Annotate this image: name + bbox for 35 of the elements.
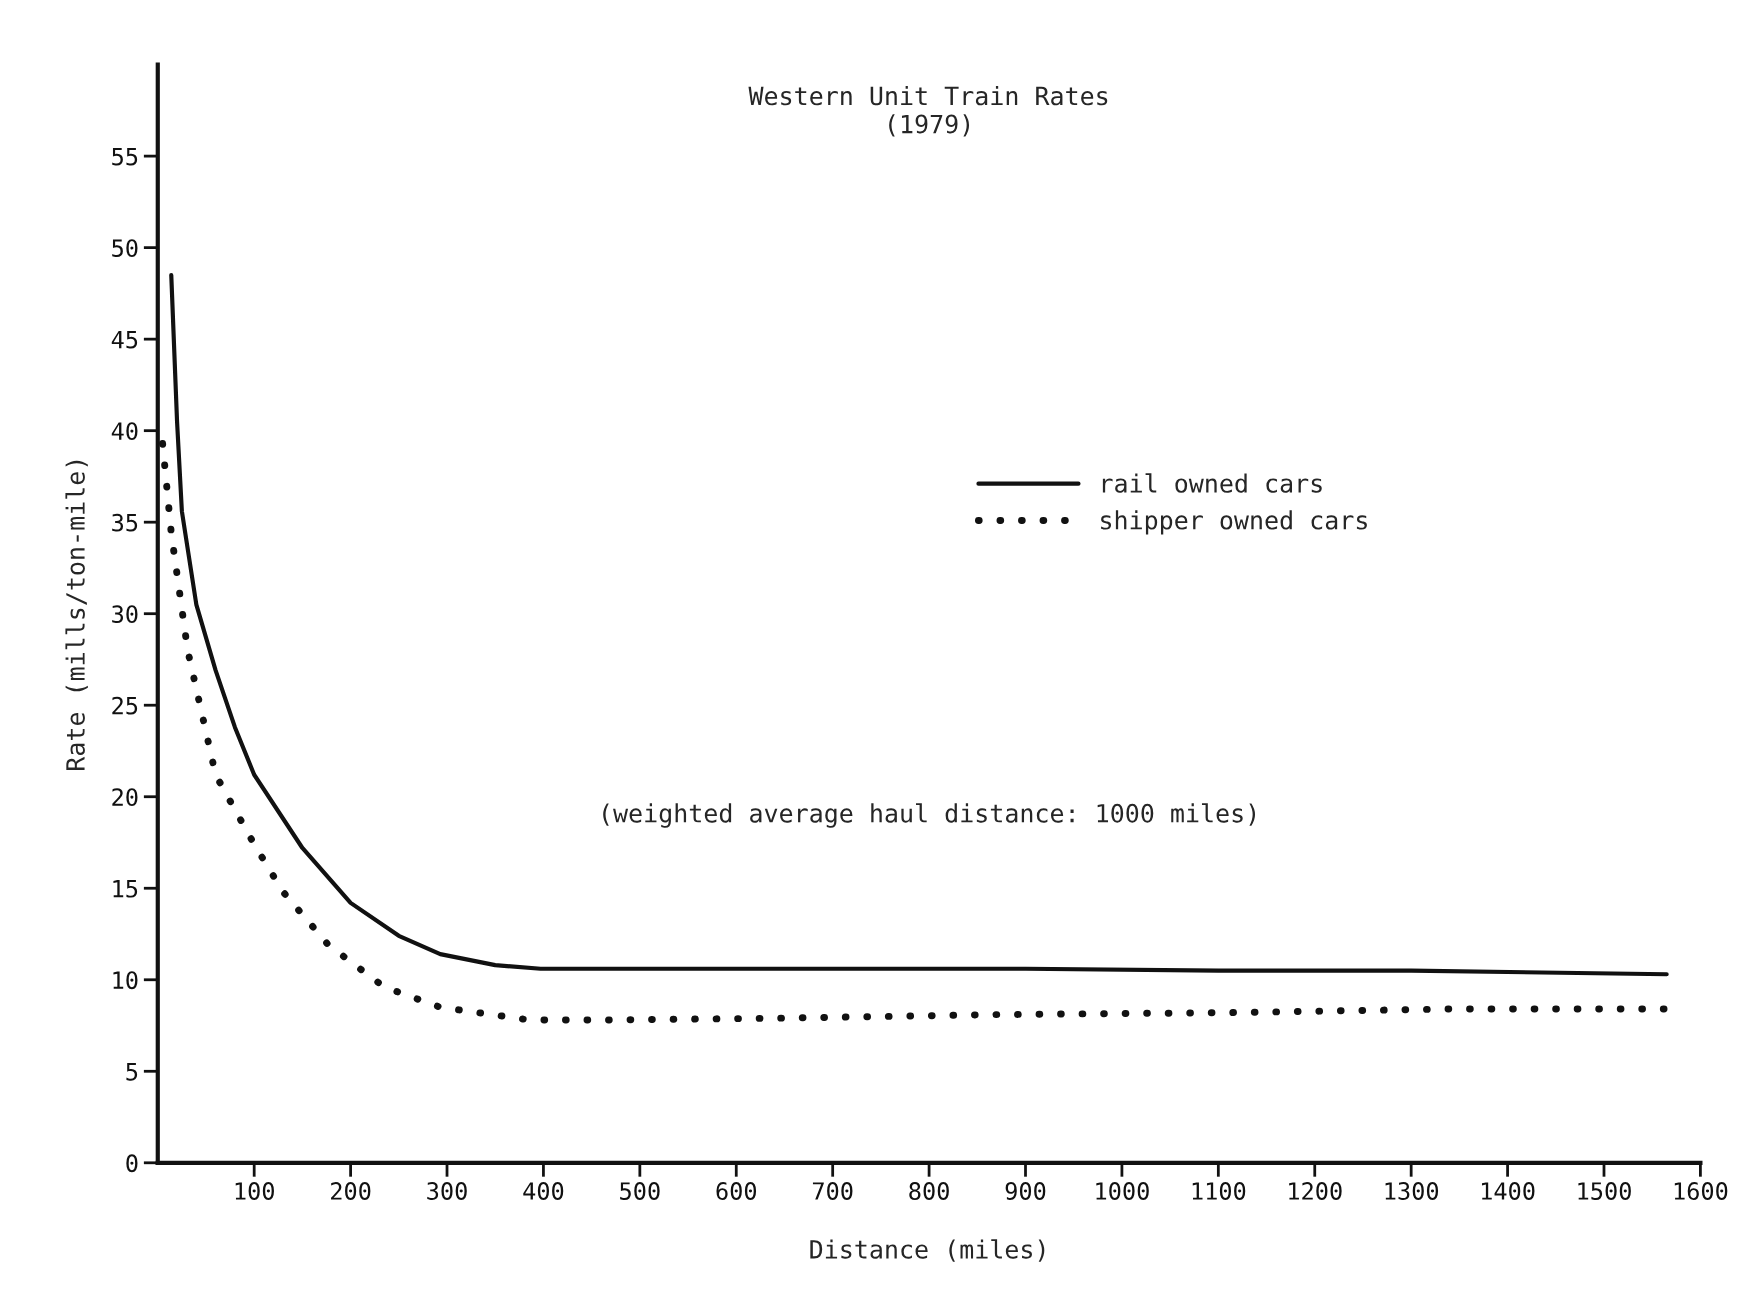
x-tick-label: 500	[620, 1182, 660, 1200]
x-tick-label: 1600	[1674, 1182, 1728, 1200]
x-axis-title: Distance (miles)	[810, 1239, 1045, 1262]
legend-label: shipper owned cars	[1101, 510, 1367, 535]
y-tick-label: 50	[112, 239, 138, 257]
x-tick-label: 100	[235, 1182, 274, 1200]
y-tick-label: 10	[113, 971, 138, 990]
x-tick-label: 1100	[1192, 1182, 1246, 1200]
y-axis-title: Rate (mills/ton-mile)	[65, 460, 88, 770]
y-tick-label: 30	[112, 605, 138, 624]
x-tick-label: 1200	[1289, 1182, 1342, 1200]
x-tick-label: 1000	[1096, 1182, 1149, 1200]
line-series	[169, 273, 1669, 977]
annotation: (weighted average haul distance: 1000 miles)	[603, 803, 1256, 828]
text: Western Unit Train Rates (1979)	[748, 85, 1108, 137]
y-tick-label: 45	[111, 330, 138, 349]
y-tick-label: 20	[112, 788, 138, 807]
x-tick-label: 400	[523, 1182, 564, 1200]
x-tick-label: 200	[331, 1182, 371, 1200]
legend-label: rail owned cars	[1102, 473, 1322, 493]
y-tick-label: 55	[112, 147, 138, 166]
x-tick-label: 300	[427, 1182, 467, 1200]
x-tick-label: 1400	[1481, 1182, 1535, 1200]
y-tick-label: 5	[126, 1063, 138, 1081]
x-tick-label: 900	[1005, 1182, 1046, 1200]
x-tick-label: 800	[909, 1182, 949, 1200]
y-tick-label: 25	[112, 696, 138, 715]
x-tick-label: 700	[812, 1182, 853, 1200]
x-tick-label: 1500	[1578, 1182, 1631, 1200]
y-tick-label: 40	[111, 422, 138, 441]
y-tick-label: 15	[113, 880, 138, 898]
x-tick-label: 600	[716, 1182, 757, 1200]
y-tick-label: 35	[112, 513, 138, 532]
y-tick-label: 0	[126, 1154, 138, 1173]
x-tick-label: 1300	[1385, 1182, 1439, 1200]
